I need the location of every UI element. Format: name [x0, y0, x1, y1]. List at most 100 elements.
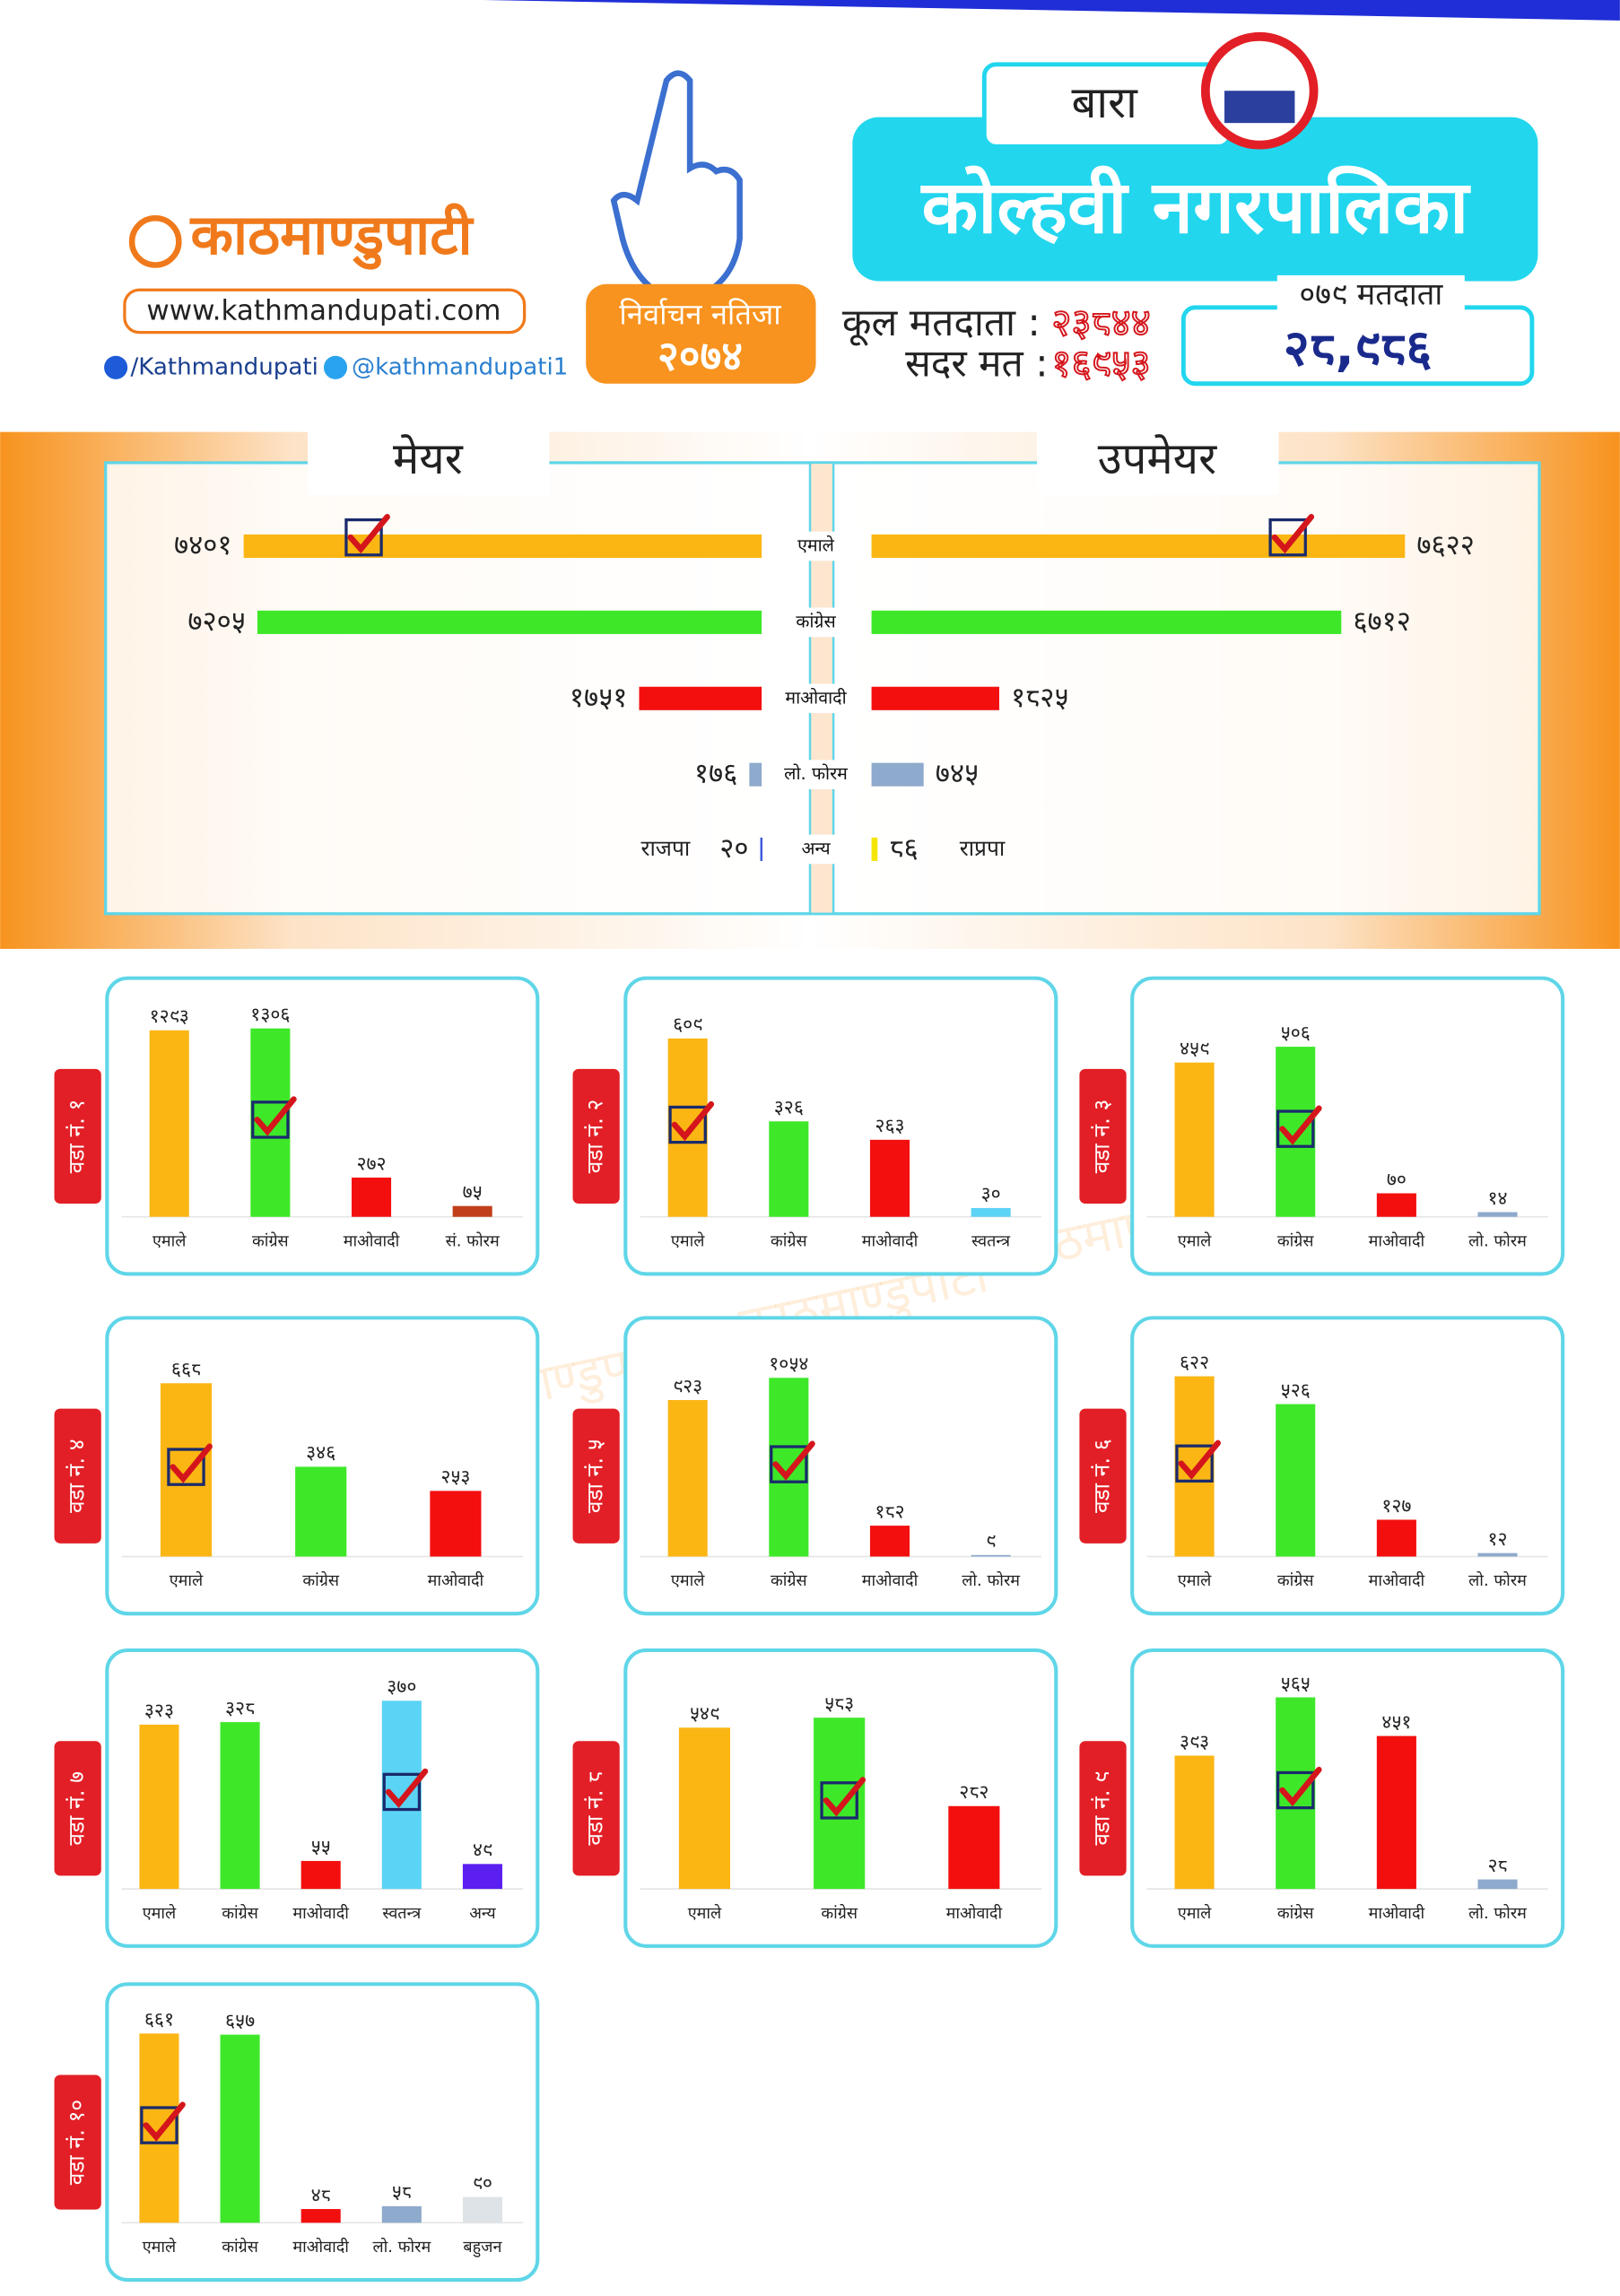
bar — [1174, 1062, 1215, 1217]
check-box — [140, 2106, 179, 2144]
bar — [381, 2205, 422, 2223]
value-label: ६७१२ — [1353, 605, 1411, 638]
category-label: माओवादी — [292, 1903, 349, 1923]
value-label: ५६५ — [1281, 1673, 1311, 1695]
value-label: ५५ — [311, 1836, 331, 1858]
category-label: माओवादी — [1369, 1231, 1425, 1250]
check-mark — [385, 1768, 429, 1809]
category-label: एमाले — [671, 1231, 705, 1250]
category-label: बहुजन — [463, 2238, 502, 2257]
value-label: ३९३ — [1180, 1731, 1209, 1753]
category-label: एमाले — [152, 1231, 187, 1250]
bar — [871, 762, 924, 787]
value-label: १४ — [1487, 1187, 1507, 1210]
value-label: ६२२ — [1180, 1352, 1209, 1374]
value-label: ५४९ — [690, 1703, 719, 1726]
hand-icon — [610, 70, 743, 300]
category-box — [771, 683, 860, 714]
check-mark — [823, 1777, 867, 1817]
category-label: लो. फोरम — [784, 763, 848, 784]
ward-title: वडा नं. ६ — [1089, 1439, 1115, 1513]
bar — [1276, 1404, 1316, 1557]
value-label: ९२३ — [673, 1375, 702, 1397]
badge — [586, 283, 816, 384]
bar — [462, 1864, 502, 1890]
bar — [139, 1724, 179, 1890]
bar — [257, 610, 762, 634]
check-box — [1276, 1770, 1315, 1810]
value-label: २५३ — [440, 1466, 470, 1489]
category-label: कांग्रेस — [771, 1231, 808, 1250]
ward-tab — [54, 1068, 101, 1205]
category-label: एमाले — [143, 2237, 177, 2257]
value-label: २६३ — [875, 1115, 904, 1137]
party-label: राप्रपा — [960, 835, 1006, 861]
bar — [1174, 1755, 1215, 1890]
value-label: ७५ — [463, 1181, 483, 1204]
category-label: कांग्रेस — [1277, 1570, 1315, 1590]
ward-panel — [623, 1316, 1058, 1616]
category-label: एमाले — [1178, 1570, 1212, 1590]
value-label: ४५१ — [1381, 1711, 1411, 1734]
ward-title: वडा नं. ७ — [64, 1771, 90, 1846]
category-label: स्वतन्त्र — [382, 1904, 422, 1923]
category-box — [771, 760, 860, 789]
check-mark — [772, 1440, 815, 1481]
twitter-icon — [323, 355, 348, 379]
category-label: एमाले — [143, 1903, 177, 1923]
ward-panel — [1130, 976, 1565, 1276]
value-label: २७२ — [356, 1152, 386, 1175]
bar — [971, 1207, 1011, 1217]
value-label: ६६१ — [144, 2009, 174, 2031]
value-label: ३७० — [387, 1676, 416, 1699]
category-label: कांग्रेस — [1277, 1231, 1315, 1250]
bar — [462, 2196, 502, 2223]
bar — [300, 2209, 341, 2223]
category-label: माओवादी — [292, 2237, 349, 2257]
value-label: २८ — [1487, 1855, 1507, 1877]
check-box — [251, 1100, 290, 1139]
check-mark — [170, 1443, 213, 1483]
value-label: ३४६ — [306, 1442, 335, 1465]
ward-title: वडा नं. ८ — [582, 1771, 608, 1846]
value-label: ९ — [986, 1530, 996, 1552]
total-voters: २३८४४ — [1051, 301, 1150, 345]
value-label: १२ — [1487, 1528, 1507, 1551]
value-label: ४५९ — [1180, 1038, 1209, 1060]
check-box — [1175, 1444, 1214, 1483]
check-mark — [143, 2101, 186, 2142]
category-label: एमाले — [170, 1570, 204, 1590]
bar — [1477, 1552, 1518, 1557]
bar — [769, 1121, 809, 1217]
bar — [1477, 1879, 1518, 1890]
category-label: कांग्रेस — [222, 2237, 259, 2257]
category-label: माओवादी — [785, 687, 847, 708]
ward-panel — [105, 1648, 540, 1948]
category-label: कांग्रेस — [252, 1231, 290, 1250]
bar — [639, 686, 762, 710]
value-label: ९० — [473, 2172, 492, 2195]
ward-tab — [54, 1741, 101, 1876]
bar — [149, 1030, 189, 1217]
ward-tab — [572, 1068, 620, 1205]
website-box — [123, 288, 527, 335]
check-mark — [1271, 514, 1315, 554]
bar — [948, 1805, 1000, 1890]
deputy-tab — [1037, 429, 1279, 495]
value-label: ६०९ — [673, 1013, 702, 1036]
check-mark — [347, 514, 390, 554]
value-label: ७६२२ — [1416, 529, 1475, 561]
website: www.kathmandupati.com — [146, 295, 501, 327]
badge-title: निर्वाचन नतिजा — [619, 298, 781, 332]
value-label: ३२३ — [144, 1700, 174, 1722]
bar — [1376, 1519, 1416, 1557]
bar — [1477, 1212, 1518, 1217]
category-label: माओवादी — [946, 1903, 1003, 1923]
value-label: १८२ — [875, 1500, 904, 1523]
value-label: ४९ — [473, 1839, 492, 1862]
logo: काठमाण्डुपाटी — [189, 202, 474, 270]
value-label: ५०६ — [1281, 1022, 1311, 1044]
category-label: कांग्रेस — [821, 1903, 858, 1923]
